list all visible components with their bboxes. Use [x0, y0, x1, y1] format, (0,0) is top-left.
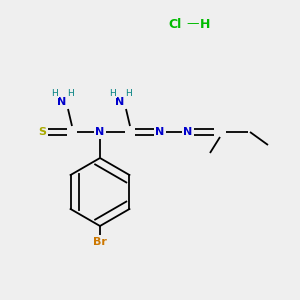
Text: H: H: [67, 88, 73, 98]
Text: N: N: [57, 97, 67, 107]
Text: N: N: [155, 127, 165, 137]
Text: S: S: [38, 127, 46, 137]
Text: H: H: [200, 17, 210, 31]
Text: N: N: [183, 127, 193, 137]
Text: Cl: Cl: [168, 17, 181, 31]
Text: Br: Br: [93, 237, 107, 247]
Text: H: H: [110, 88, 116, 98]
Text: H: H: [124, 88, 131, 98]
Text: —: —: [186, 17, 199, 31]
Text: H: H: [52, 88, 58, 98]
Text: N: N: [95, 127, 105, 137]
Text: N: N: [116, 97, 124, 107]
